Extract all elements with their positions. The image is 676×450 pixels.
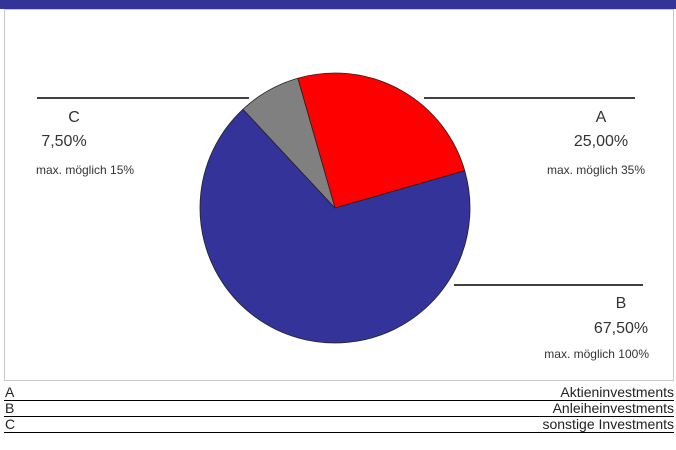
pie-slices	[199, 72, 471, 344]
slice-value-a: 25,00%	[574, 133, 628, 150]
legend-label-b: Anleiheinvestments	[552, 400, 674, 416]
slice-label-b: B	[616, 295, 627, 312]
slice-note-b: max. möglich 100%	[544, 347, 649, 361]
slice-value-c: 7,50%	[41, 133, 86, 150]
slice-label-a: A	[596, 109, 607, 126]
legend-key-a: A	[5, 384, 15, 400]
pie-slice-c	[242, 77, 336, 209]
legend: A Aktieninvestments B Anleiheinvestments…	[4, 385, 674, 433]
header-bar	[0, 0, 676, 9]
slice-annotations: A 25,00% max. möglich 35% B 67,50% max. …	[36, 97, 649, 361]
legend-key-b: B	[5, 400, 15, 416]
legend-key-c: C	[5, 416, 16, 432]
slice-label-c: C	[68, 109, 80, 126]
slice-value-b: 67,50%	[594, 320, 648, 337]
legend-row-c: C sonstige Investments	[4, 417, 674, 433]
legend-row-a: A Aktieninvestments	[4, 385, 674, 401]
legend-row-b: B Anleiheinvestments	[4, 401, 674, 417]
pie-slice-b	[199, 108, 471, 344]
slice-note-a: max. möglich 35%	[547, 163, 645, 177]
slice-note-c: max. möglich 15%	[36, 163, 134, 177]
pie-slice-a	[297, 72, 466, 209]
chart-panel: A 25,00% max. möglich 35% B 67,50% max. …	[4, 9, 674, 381]
legend-label-c: sonstige Investments	[542, 416, 674, 432]
pie-chart: A 25,00% max. möglich 35% B 67,50% max. …	[36, 72, 649, 361]
legend-label-a: Aktieninvestments	[560, 384, 674, 400]
